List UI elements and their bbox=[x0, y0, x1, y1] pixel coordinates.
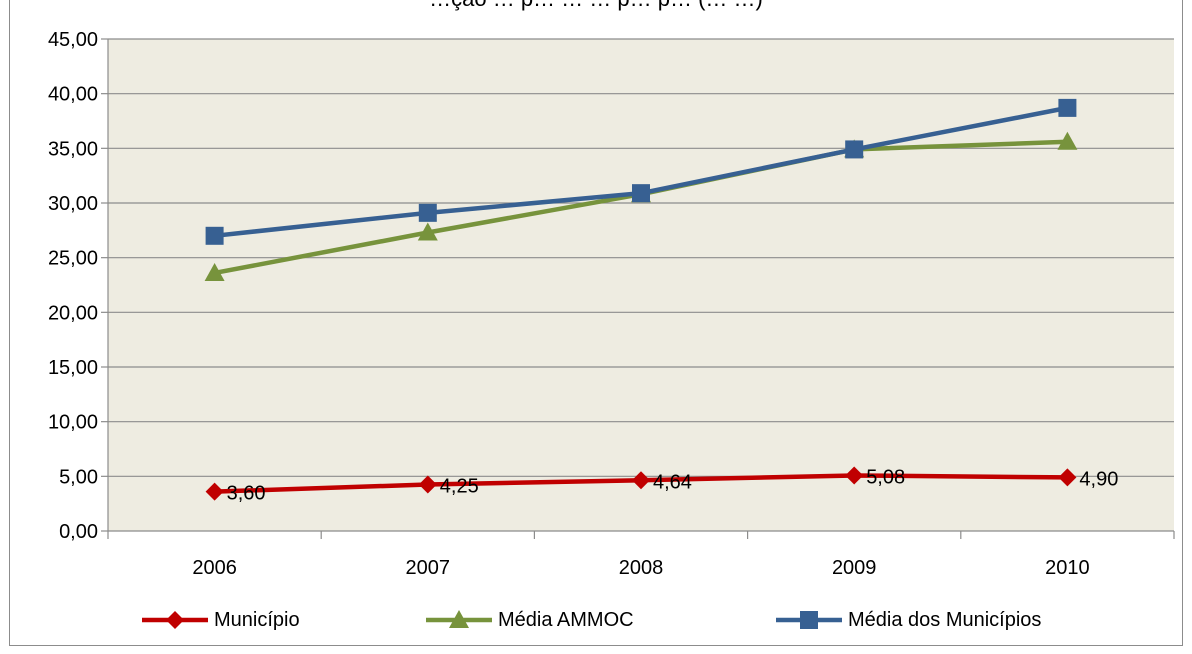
legend-label: Média AMMOC bbox=[498, 608, 634, 631]
legend: Município Média AMMOC Média dos Municípios bbox=[0, 604, 1192, 636]
data-point-municipio bbox=[418, 475, 437, 494]
x-tick-label: 2009 bbox=[832, 557, 877, 579]
data-point-media-ammoc bbox=[1057, 131, 1078, 150]
legend-item: Município bbox=[140, 604, 300, 636]
y-tick-label: 40,00 bbox=[48, 84, 98, 106]
data-label: 4,25 bbox=[440, 476, 479, 498]
data-point-media-dos-municipios bbox=[1058, 98, 1077, 117]
data-point-media-ammoc bbox=[417, 222, 438, 241]
legend-swatch bbox=[142, 611, 208, 629]
x-tick-label: 2010 bbox=[1045, 557, 1090, 579]
data-label: 4,90 bbox=[1079, 468, 1118, 490]
data-point-media-dos-municipios bbox=[632, 184, 650, 203]
y-tick-label: 0,00 bbox=[59, 521, 98, 543]
plot-background bbox=[108, 39, 1174, 531]
x-tick-label: 2008 bbox=[619, 557, 664, 579]
y-tick-label: 30,00 bbox=[48, 193, 98, 215]
y-tick-label: 20,00 bbox=[48, 302, 98, 324]
data-point-municipio bbox=[845, 466, 864, 485]
data-label: 3,60 bbox=[227, 483, 266, 505]
legend-marker bbox=[166, 611, 184, 629]
data-label: 4,64 bbox=[653, 471, 692, 493]
y-tick-label: 5,00 bbox=[59, 466, 98, 488]
legend-marker bbox=[449, 610, 469, 628]
y-tick-label: 25,00 bbox=[48, 248, 98, 270]
data-point-media-ammoc bbox=[204, 262, 225, 281]
data-point-media-dos-municipios bbox=[418, 203, 437, 222]
legend-swatch bbox=[776, 611, 842, 629]
legend-label: Média dos Municípios bbox=[848, 608, 1042, 631]
data-label: 5,08 bbox=[866, 466, 905, 488]
legend-item: Média dos Municípios bbox=[774, 604, 1041, 636]
x-tick-label: 2007 bbox=[406, 557, 451, 579]
x-tick-label: 2006 bbox=[192, 557, 237, 579]
y-tick-label: 10,00 bbox=[48, 412, 98, 434]
data-point-media-dos-municipios bbox=[205, 226, 224, 245]
legend-item: Média AMMOC bbox=[424, 604, 634, 636]
data-point-municipio bbox=[1058, 468, 1077, 487]
legend-marker bbox=[800, 611, 818, 629]
data-point-municipio bbox=[205, 482, 224, 501]
data-point-municipio bbox=[632, 471, 650, 490]
y-tick-label: 35,00 bbox=[48, 138, 98, 160]
y-tick-label: 45,00 bbox=[48, 29, 98, 51]
legend-swatch bbox=[426, 610, 492, 628]
plot-area: 0,00 5,00 10,00 15,00 20,00 25,00 30,00 35,00 40… bbox=[48, 29, 1175, 579]
legend-label: Município bbox=[214, 608, 300, 631]
y-tick-label: 15,00 bbox=[48, 357, 98, 379]
data-point-media-dos-municipios bbox=[845, 140, 864, 159]
